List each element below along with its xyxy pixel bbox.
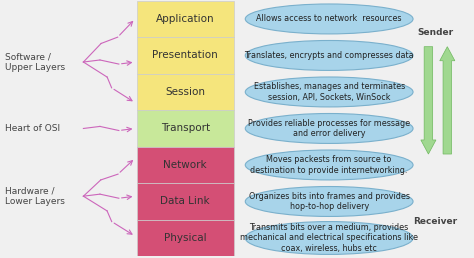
Text: Sender: Sender	[418, 28, 454, 37]
Text: Moves packests from source to
destination to provide internetworking.: Moves packests from source to destinatio…	[250, 155, 408, 175]
Text: Allows access to network  resources: Allows access to network resources	[256, 14, 402, 23]
Text: Establishes, manages and terminates
session, API, Sockets, WinSock: Establishes, manages and terminates sess…	[254, 82, 405, 102]
Text: Application: Application	[156, 14, 215, 24]
Text: Receiver: Receiver	[413, 217, 457, 226]
FancyBboxPatch shape	[137, 74, 234, 110]
Text: Software /
Upper Layers: Software / Upper Layers	[5, 52, 65, 72]
Ellipse shape	[245, 41, 413, 70]
Text: Heart of OSI: Heart of OSI	[5, 124, 61, 133]
Ellipse shape	[245, 187, 413, 216]
Text: Data Link: Data Link	[160, 197, 210, 206]
Text: Hardware /
Lower Layers: Hardware / Lower Layers	[5, 187, 65, 206]
FancyBboxPatch shape	[137, 147, 234, 183]
Ellipse shape	[245, 222, 413, 254]
FancyBboxPatch shape	[137, 110, 234, 147]
Text: Physical: Physical	[164, 233, 207, 243]
Text: Network: Network	[164, 160, 207, 170]
Ellipse shape	[245, 114, 413, 143]
Text: Presentation: Presentation	[152, 51, 218, 60]
FancyArrow shape	[440, 47, 455, 154]
FancyBboxPatch shape	[137, 183, 234, 220]
Text: Transmits bits over a medium, provides
mechanical and electrical specifications : Transmits bits over a medium, provides m…	[240, 223, 418, 253]
FancyBboxPatch shape	[137, 1, 234, 37]
FancyArrow shape	[421, 47, 436, 154]
Text: Organizes bits into frames and provides
hop-to-hop delivery: Organizes bits into frames and provides …	[249, 192, 410, 211]
Ellipse shape	[245, 4, 413, 34]
FancyBboxPatch shape	[137, 37, 234, 74]
Ellipse shape	[245, 150, 413, 180]
Text: Session: Session	[165, 87, 205, 97]
Text: Transport: Transport	[161, 124, 210, 133]
FancyBboxPatch shape	[137, 220, 234, 256]
Text: Translates, encrypts and compresses data: Translates, encrypts and compresses data	[244, 51, 414, 60]
Ellipse shape	[245, 77, 413, 107]
Text: Provides reliable processes for message
and error delivery: Provides reliable processes for message …	[248, 119, 410, 138]
